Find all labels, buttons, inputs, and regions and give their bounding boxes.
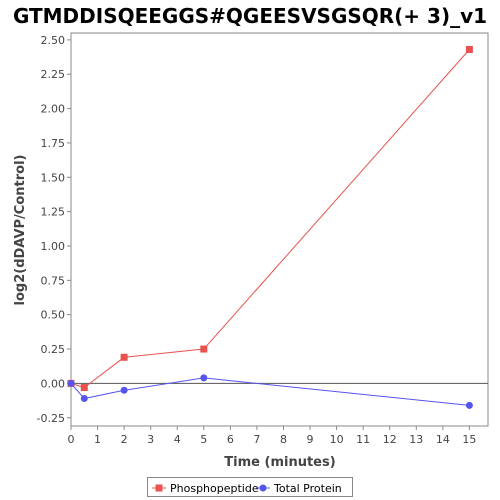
y-tick-label: -0.25 [37, 412, 65, 425]
data-point [67, 379, 75, 387]
x-tick-label: 3 [147, 433, 154, 446]
data-point [120, 386, 128, 394]
x-tick-label: 1 [94, 433, 101, 446]
y-tick-label: 2.00 [41, 103, 66, 116]
x-axis: 0 1 2 3 4 5 6 7 8 9 10 11 12 13 14 15 [68, 426, 476, 446]
chart-title: GTMDDISQEEGGS#QGEESVSGSQR(+ 3)_v1 [12, 4, 488, 28]
data-point [80, 395, 88, 403]
legend-marker-circle-icon [259, 484, 267, 492]
y-axis-title: log2(dDAVP/Control) [13, 155, 28, 306]
y-tick-label: 1.50 [41, 171, 66, 184]
data-point [200, 345, 208, 353]
x-tick-label: 7 [253, 433, 260, 446]
legend-label: Total Protein [273, 482, 342, 495]
legend-marker-square-icon [155, 484, 163, 492]
legend: Phosphopeptide Total Protein [147, 477, 353, 497]
x-tick-label: 12 [383, 433, 397, 446]
x-tick-label: 14 [436, 433, 450, 446]
x-tick-label: 10 [330, 433, 344, 446]
y-tick-label: 1.00 [41, 240, 66, 253]
x-axis-title: Time (minutes) [224, 455, 335, 470]
y-tick-label: 0.25 [41, 343, 66, 356]
data-point [465, 401, 473, 409]
x-tick-label: 13 [409, 433, 423, 446]
y-tick-label: 0.75 [41, 274, 66, 287]
y-tick-label: 1.75 [41, 137, 66, 150]
x-tick-label: 0 [68, 433, 75, 446]
y-tick-label: 2.50 [41, 34, 66, 47]
y-tick-label: 1.25 [41, 206, 66, 219]
x-tick-label: 9 [307, 433, 314, 446]
data-point [465, 45, 473, 53]
x-tick-label: 8 [280, 433, 287, 446]
x-tick-label: 2 [121, 433, 128, 446]
x-tick-label: 5 [200, 433, 207, 446]
legend-label: Phosphopeptide [170, 482, 259, 495]
x-tick-label: 15 [462, 433, 476, 446]
x-tick-label: 4 [174, 433, 181, 446]
y-tick-label: 0.00 [41, 377, 66, 390]
y-axis: -0.25 0.00 0.25 0.50 0.75 1.00 1.25 1.50 1.75 2.0… [37, 34, 71, 425]
data-point [200, 374, 208, 382]
x-tick-label: 11 [356, 433, 370, 446]
data-point [120, 353, 128, 361]
y-tick-label: 0.50 [41, 309, 66, 322]
plot-area [70, 32, 489, 427]
series-layer [67, 45, 473, 409]
y-tick-label: 2.25 [41, 68, 66, 81]
data-point [80, 384, 88, 392]
x-tick-label: 6 [227, 433, 234, 446]
